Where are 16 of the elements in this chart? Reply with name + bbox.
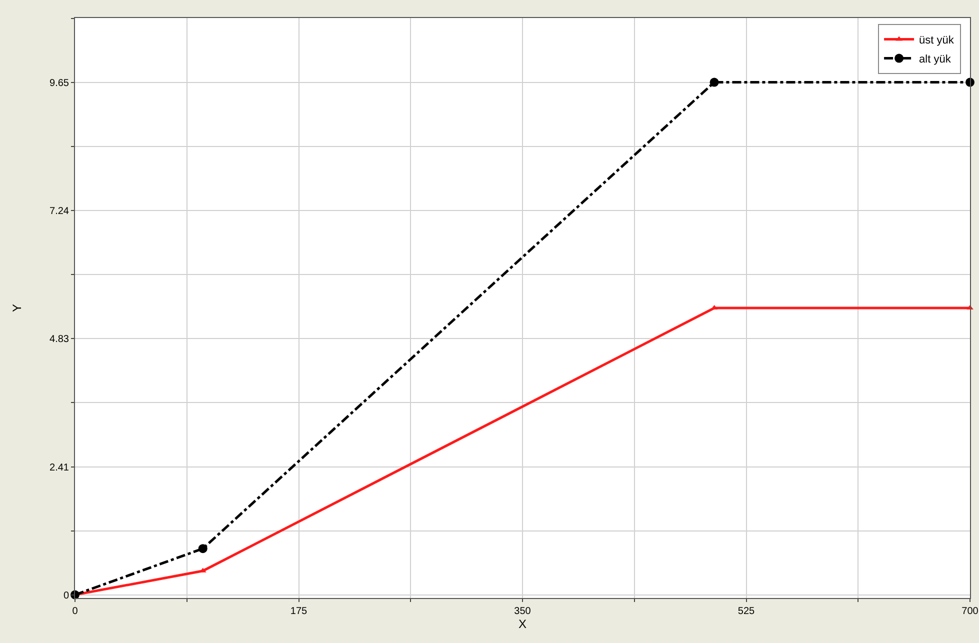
y-tick-label: 7.24	[50, 206, 70, 217]
x-axis-title: X	[518, 617, 527, 631]
point	[198, 544, 208, 554]
y-tick-label: 0	[63, 590, 70, 602]
x-tick-label: 700	[962, 606, 979, 617]
y-tick-label: 9.65	[50, 78, 70, 89]
point	[710, 78, 719, 87]
y-axis-title: Y	[10, 304, 24, 312]
x-tick-label: 350	[514, 606, 532, 617]
legend-label: alt yük	[919, 54, 952, 66]
x-tick-label: 175	[290, 606, 308, 617]
y-tick-label: 2.41	[50, 462, 70, 474]
legend-label: üst yük	[919, 34, 954, 47]
y-tick-label: 4.83	[50, 334, 70, 345]
x-tick-label: 525	[738, 606, 756, 617]
x-tick-label: 0	[72, 606, 78, 617]
